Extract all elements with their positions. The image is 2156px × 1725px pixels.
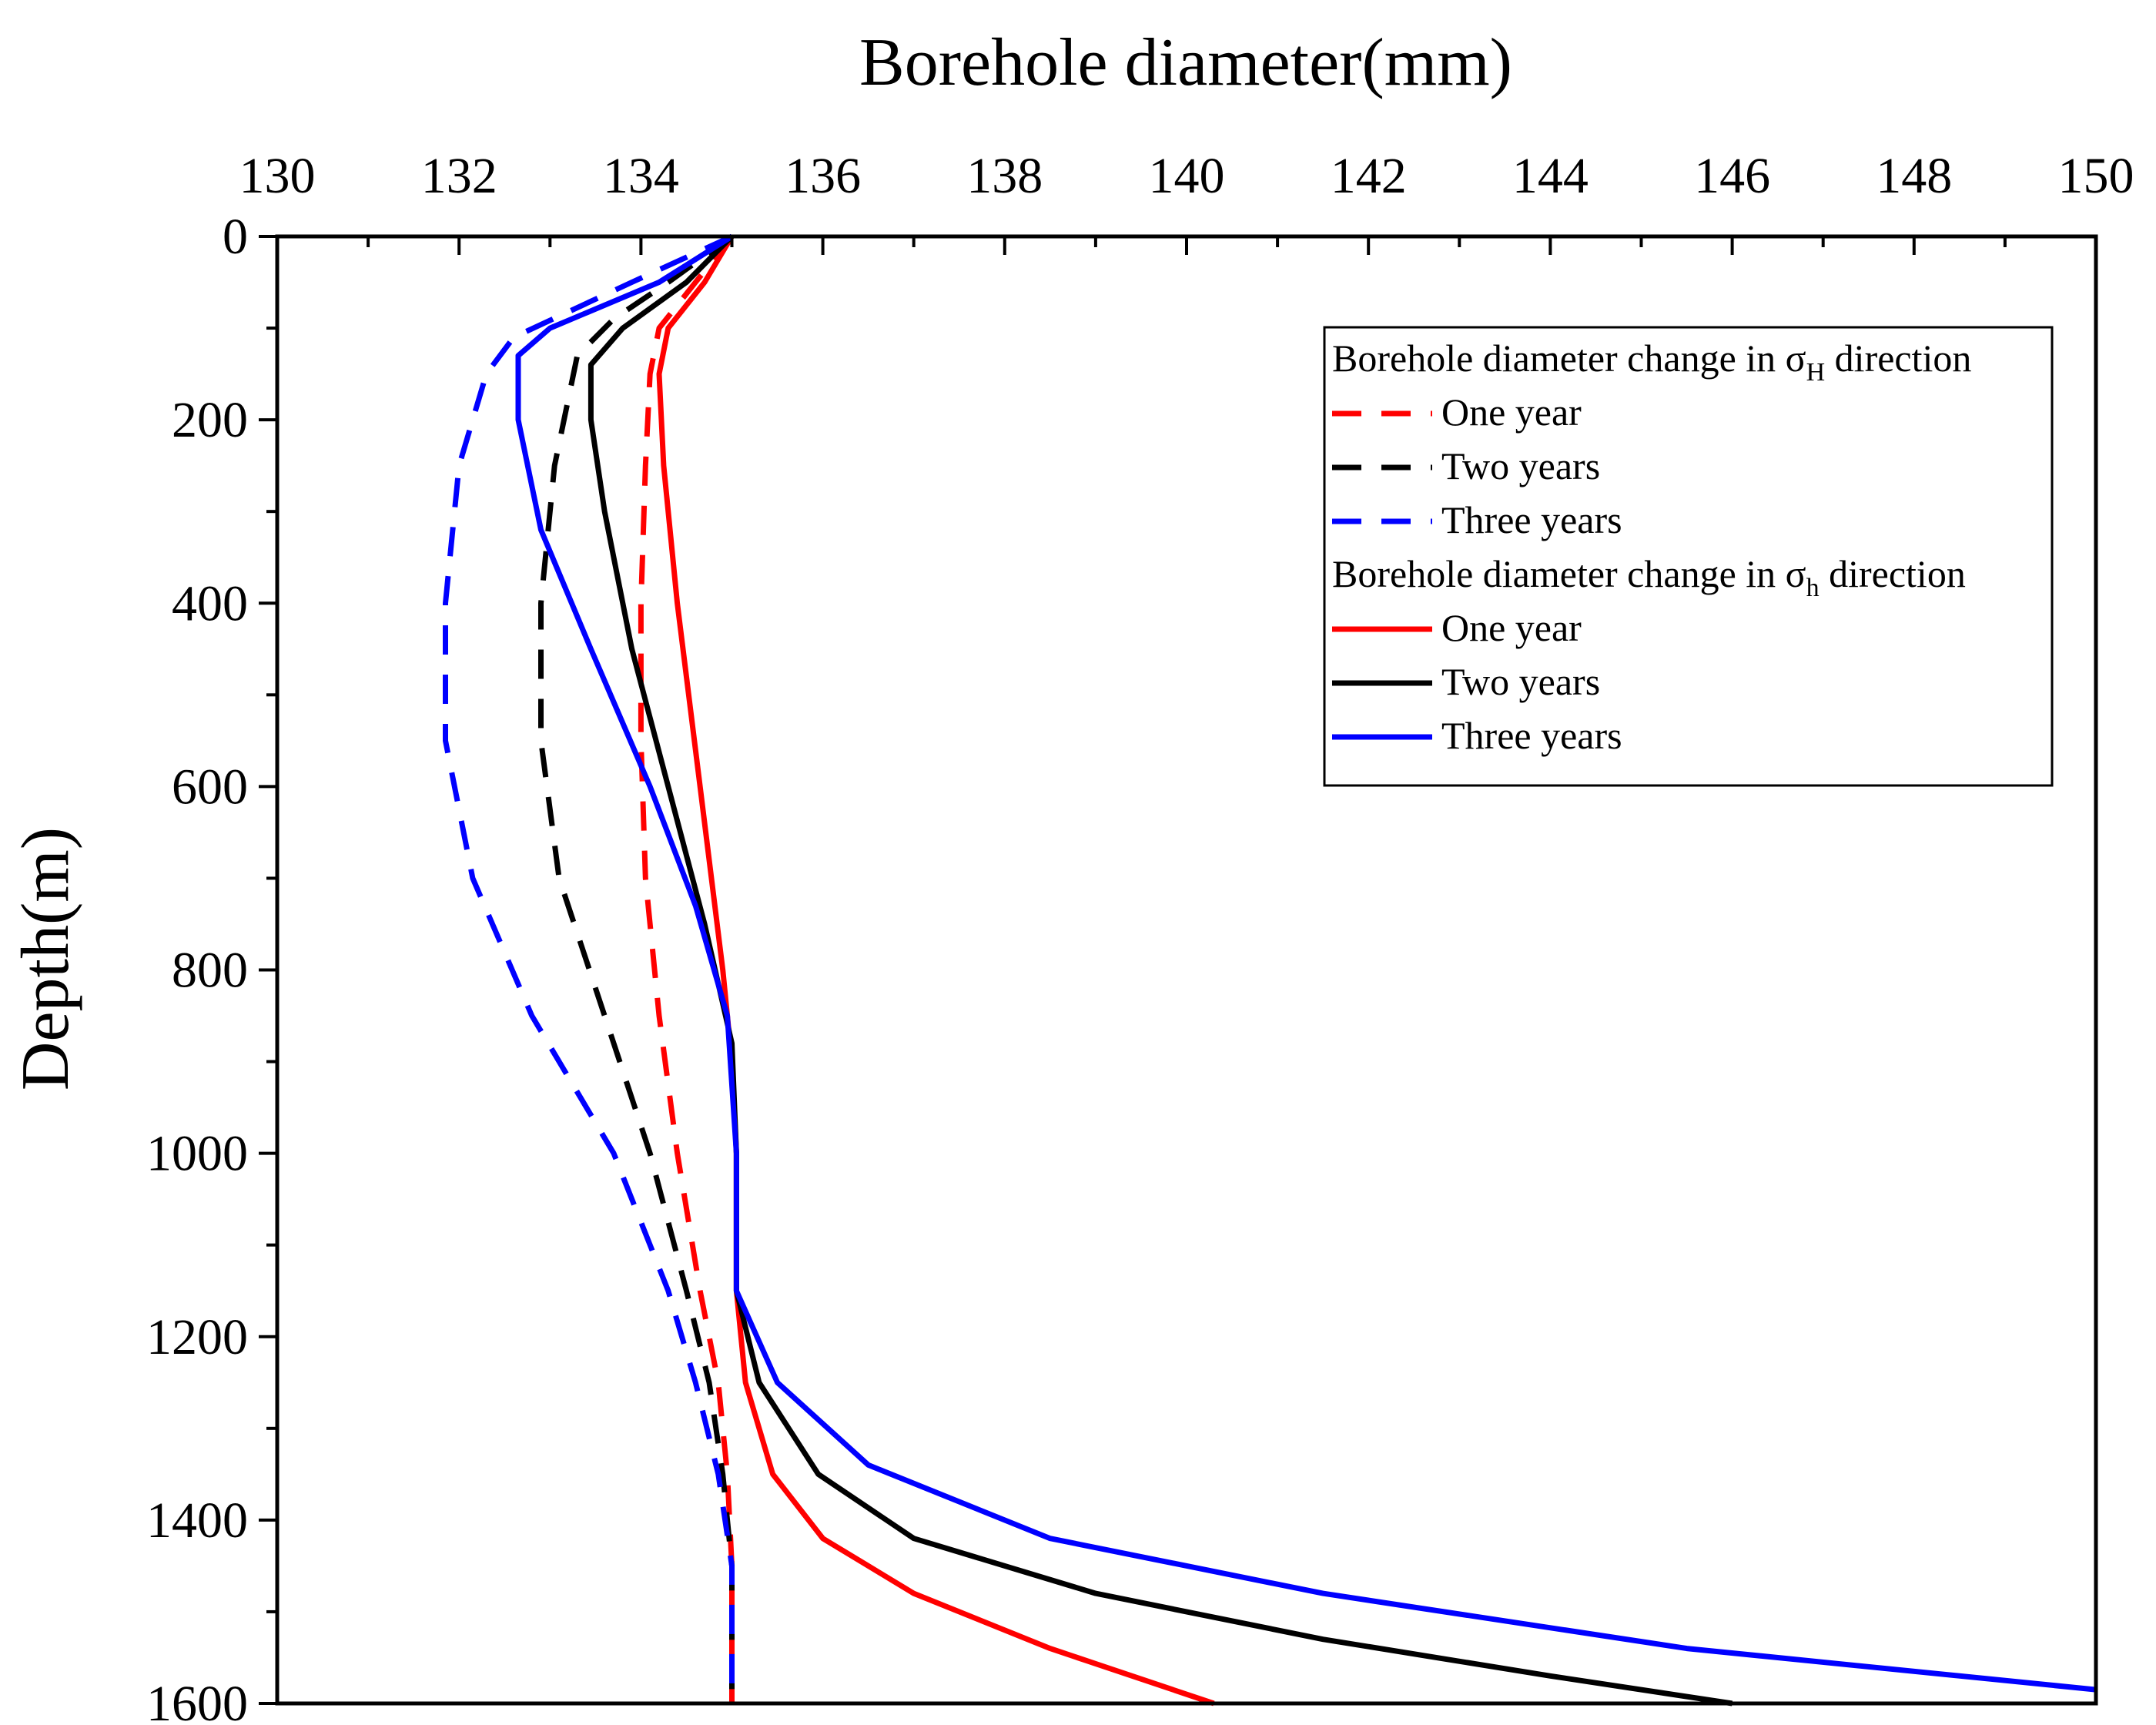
legend: Borehole diameter change in σH direction…	[1323, 326, 2054, 787]
legend-label-5: Three years	[1441, 714, 1622, 757]
series-layer	[443, 233, 2097, 1707]
y-tick-label: 1200	[146, 1309, 248, 1365]
legend-label-3: One year	[1441, 606, 1582, 649]
x-tick-label: 144	[1512, 148, 1589, 204]
series-line-4	[588, 234, 1733, 1707]
x-tick-label: 138	[966, 148, 1043, 204]
legend-group-title-0: Borehole diameter change in σH direction	[1332, 337, 1971, 387]
x-tick-label: 136	[785, 148, 861, 204]
series-line-5	[515, 234, 2097, 1693]
legend-box	[1323, 326, 2054, 787]
y-tick-label: 1600	[146, 1676, 248, 1725]
x-tick-label: 146	[1694, 148, 1770, 204]
y-tick-label: 1000	[146, 1126, 248, 1182]
legend-label-4: Two years	[1441, 660, 1600, 703]
x-axis-title: Borehole diameter(mm)	[859, 25, 1512, 100]
y-tick-label: 400	[172, 575, 248, 631]
x-tick-label: 142	[1331, 148, 1407, 204]
y-tick-label: 1400	[146, 1492, 248, 1549]
x-tick-label: 134	[603, 148, 679, 204]
legend-group-title-1: Borehole diameter change in σh direction	[1332, 552, 1966, 602]
series-line-1	[538, 234, 735, 1703]
legend-label-0: One year	[1441, 390, 1582, 434]
x-tick-label: 130	[239, 148, 316, 204]
x-tick-label: 150	[2058, 148, 2134, 204]
legend-label-2: Three years	[1441, 498, 1622, 541]
series-line-0	[638, 234, 735, 1703]
y-tick-label: 0	[223, 209, 248, 265]
ticks-layer: 130 132 134 136 138 140 142 144 146 148 150 0 200 400…	[146, 148, 2134, 1725]
y-tick-label: 600	[172, 759, 248, 815]
legend-label-1: Two years	[1441, 444, 1600, 487]
y-tick-label: 200	[172, 392, 248, 448]
x-tick-label: 132	[421, 148, 497, 204]
y-axis-title: Depth(m)	[8, 827, 83, 1090]
x-tick-label: 148	[1876, 148, 1952, 204]
y-tick-label: 800	[172, 943, 248, 999]
series-line-2	[443, 233, 735, 1703]
x-tick-label: 140	[1149, 148, 1225, 204]
